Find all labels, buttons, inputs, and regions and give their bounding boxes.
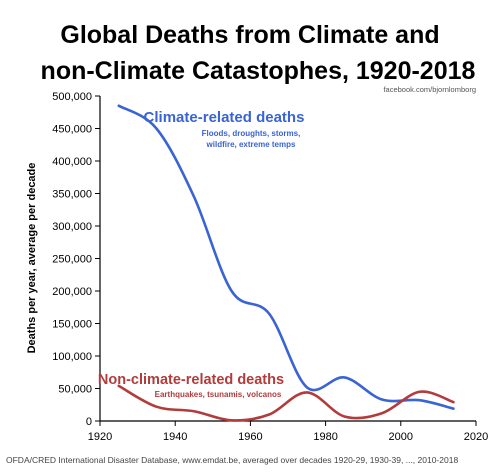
source-note: OFDA/CRED International Disaster Databas… <box>6 455 458 465</box>
y-tick-label: 0 <box>86 416 92 428</box>
y-tick-label: 350,000 <box>52 189 92 201</box>
x-tick-label: 2020 <box>464 431 488 443</box>
y-tick-label: 150,000 <box>52 319 92 331</box>
series-label-climate: Climate-related deaths <box>144 109 305 126</box>
series-group <box>117 104 455 422</box>
series-note-non-climate: Earthquakes, tsunamis, volcanos <box>155 390 282 399</box>
x-tick-label: 2000 <box>389 431 413 443</box>
series-note-climate-1: Floods, droughts, storms, <box>202 129 301 138</box>
chart-title-line-2: non-Climate Catastophes, 1920-2018 <box>41 57 476 85</box>
y-tick-label: 50,000 <box>58 384 92 396</box>
series-line-climate <box>117 104 455 410</box>
y-tick-label: 300,000 <box>52 221 92 233</box>
x-tick-label: 1920 <box>88 431 112 443</box>
y-tick-label: 250,000 <box>52 254 92 266</box>
y-tick-label: 200,000 <box>52 286 92 298</box>
y-tick-labels: 0 50,000 100,000 150,000 200,000 250,000 300,0… <box>52 91 100 428</box>
y-tick-label: 400,000 <box>52 156 92 168</box>
x-tick-label: 1980 <box>313 431 337 443</box>
credit-label: facebook.com/bjornlomborg <box>383 85 476 94</box>
y-tick-label: 450,000 <box>52 124 92 136</box>
x-tick-labels: 1920 1940 1960 1980 2000 2020 <box>88 421 488 443</box>
x-tick-label: 1940 <box>163 431 187 443</box>
y-tick-label: 100,000 <box>52 351 92 363</box>
chart-title-line-1: Global Deaths from Climate and <box>60 21 439 49</box>
y-axis-label: Deaths per year, average per decade <box>26 163 38 354</box>
x-tick-label: 1960 <box>238 431 262 443</box>
y-tick-label: 500,000 <box>52 91 92 103</box>
series-note-climate-2: wildfire, extreme temps <box>206 140 296 149</box>
series-label-non-climate: Non-climate-related deaths <box>98 372 284 388</box>
series-line-non-climate <box>117 384 455 422</box>
